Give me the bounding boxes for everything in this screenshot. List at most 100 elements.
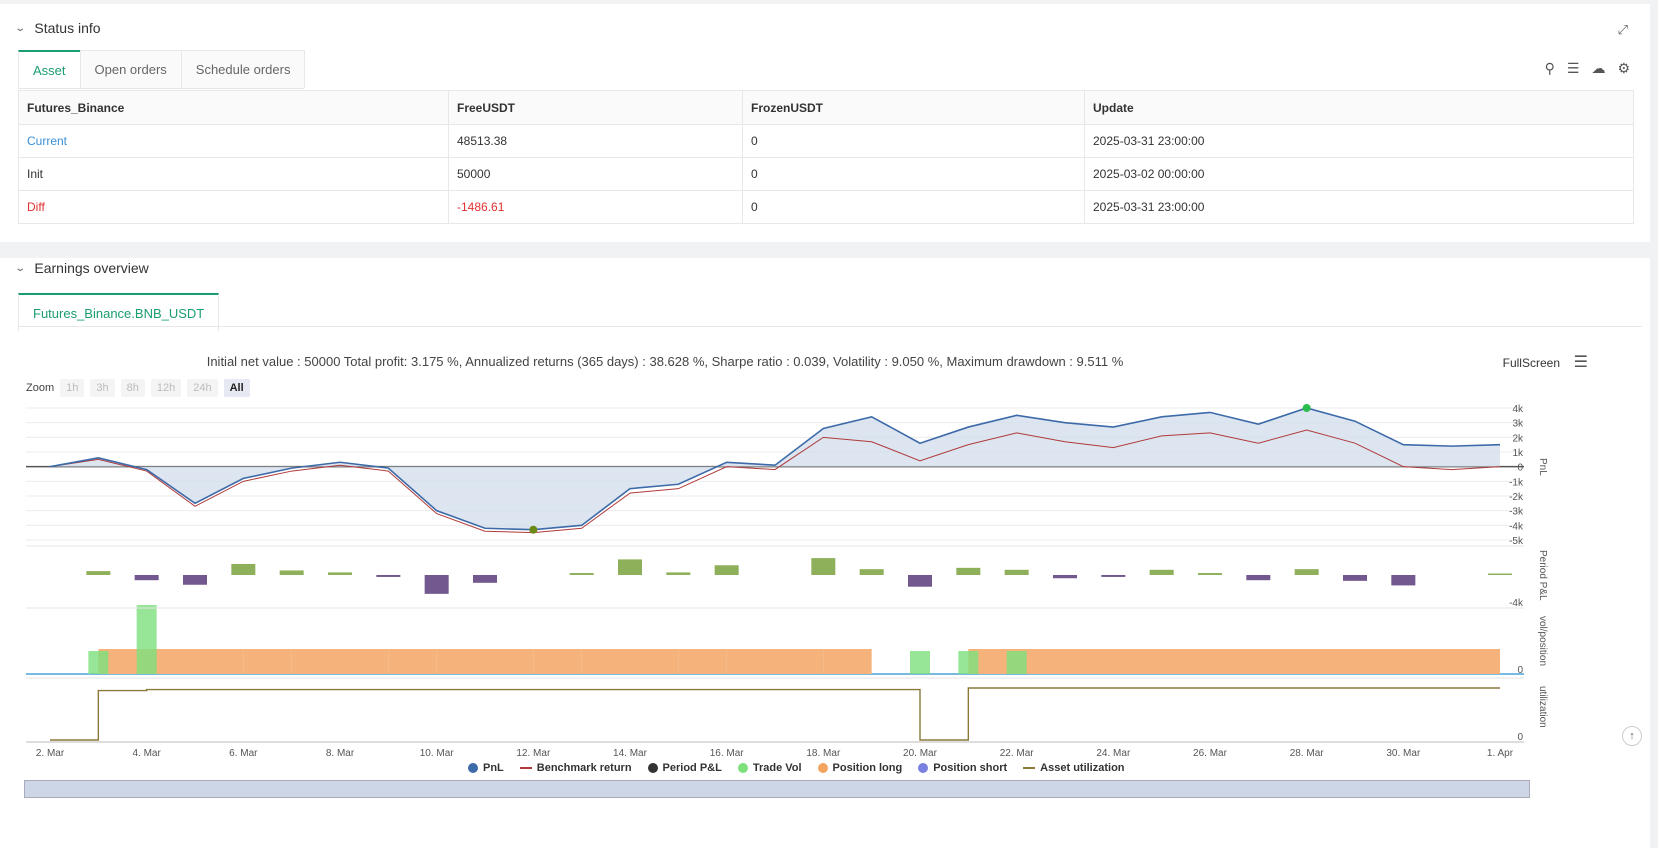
table-row: Current 48513.38 0 2025-03-31 23:00:00 — [18, 124, 1634, 158]
period-pnl-bar — [956, 567, 981, 575]
earnings-chart[interactable]: 4k 3k 2k 1k 0 -1k -2k -3k -4k -5k PnL -4k Period P&L… — [0, 398, 1650, 762]
col-freeusdt: FreeUSDT — [448, 90, 743, 125]
x-tick-label: 2. Mar — [36, 748, 65, 759]
x-tick-label: 20. Mar — [903, 748, 938, 759]
table-header-row: Futures_Binance FreeUSDT FrozenUSDT Upda… — [18, 90, 1634, 125]
position-long-bar — [485, 649, 534, 674]
x-tick-label: 22. Mar — [1000, 748, 1035, 759]
row-frozen: 0 — [742, 190, 1085, 224]
period-pnl-bar — [1101, 575, 1126, 577]
legend-marker — [1023, 767, 1036, 769]
row-update: 2025-03-02 00:00:00 — [1084, 157, 1634, 191]
position-long-bar — [983, 649, 1500, 674]
tab-open-orders[interactable]: Open orders — [79, 50, 182, 88]
col-frozenusdt: FrozenUSDT — [742, 90, 1085, 125]
position-long-bar — [340, 649, 389, 674]
period-pnl-bar — [618, 559, 642, 575]
fullscreen-button[interactable]: FullScreen — [1502, 356, 1560, 370]
row-free: 48513.38 — [448, 124, 743, 158]
legend-item[interactable]: Period P&L — [647, 762, 722, 774]
position-long-bar — [195, 649, 244, 674]
scroll-top-icon[interactable]: ↑ — [1622, 726, 1642, 746]
zoom-24h-button[interactable]: 24h — [187, 379, 218, 397]
period-pnl-bar — [376, 575, 401, 577]
legend-label: Position short — [933, 762, 1008, 774]
x-tick-label: 10. Mar — [420, 748, 455, 759]
period-pnl-bar — [569, 573, 594, 575]
position-long-bar — [436, 649, 485, 674]
status-panel: ⌄ Status info ⤢ Asset Open orders Schedu… — [0, 4, 1650, 242]
zoom-all-button[interactable]: All — [223, 379, 250, 397]
zoom-bar: Zoom 1h 3h 8h 12h 24h All — [26, 379, 250, 397]
period-pnl-bar — [1343, 575, 1367, 581]
zoom-3h-button[interactable]: 3h — [90, 379, 115, 397]
x-tick-label: 8. Mar — [326, 748, 355, 759]
table-toolbar: ⚲ ☰ ☁ ⚙ — [1545, 60, 1630, 77]
cloud-download-icon[interactable]: ☁ — [1591, 60, 1606, 76]
legend-marker — [519, 767, 532, 769]
period-pnl-bar — [1198, 573, 1222, 575]
legend-marker — [737, 763, 748, 773]
period-pnl-bar — [811, 558, 836, 575]
period-pnl-bar — [424, 575, 449, 594]
list-icon[interactable]: ☰ — [1566, 60, 1580, 76]
period-pnl-bar — [134, 575, 159, 581]
legend-label: PnL — [483, 762, 504, 774]
period-pnl-bar — [1246, 575, 1271, 581]
gear-icon[interactable]: ⚙ — [1617, 60, 1630, 76]
period-pnl-bar — [666, 572, 691, 575]
x-tick-label: 14. Mar — [613, 748, 648, 759]
utilization-line — [50, 687, 1500, 741]
search-icon[interactable]: ⚲ — [1544, 60, 1555, 76]
pnl-area — [50, 408, 1500, 530]
legend-label: Period P&L — [662, 762, 722, 774]
period-pnl-bar — [183, 575, 207, 585]
earnings-title[interactable]: ⌄ Earnings overview — [14, 260, 148, 276]
period-pnl-bar — [908, 575, 932, 587]
legend-item[interactable]: Benchmark return — [519, 762, 632, 774]
menu-icon[interactable]: ☰ — [1573, 354, 1588, 371]
pnl-tick-label: 4k — [1512, 404, 1524, 415]
panel-label-util: utilization — [1537, 686, 1548, 728]
chevron-down-icon[interactable]: ⌄ — [14, 262, 27, 274]
status-tabs: Asset Open orders Schedule orders — [18, 50, 306, 89]
earnings-panel: ⌄ Earnings overview Futures_Binance.BNB_… — [0, 258, 1650, 848]
zoom-1h-button[interactable]: 1h — [60, 379, 85, 397]
period-pnl-bar — [714, 565, 739, 575]
x-tick-label: 18. Mar — [806, 748, 841, 759]
tab-schedule-orders[interactable]: Schedule orders — [180, 50, 306, 88]
period-pnl-bar — [1149, 569, 1174, 575]
x-tick-label: 26. Mar — [1193, 748, 1228, 759]
chart-navigator[interactable] — [24, 780, 1530, 798]
position-long-bar — [581, 649, 630, 674]
status-title-text: Status info — [34, 20, 101, 36]
period-pnl-bar — [86, 571, 111, 575]
expand-icon[interactable]: ⤢ — [1617, 22, 1628, 37]
trade-vol-bar — [910, 651, 930, 674]
position-long-bar — [678, 649, 727, 674]
zoom-label: Zoom — [26, 382, 55, 394]
legend-label: Trade Vol — [752, 762, 802, 774]
period-pnl-bar — [1391, 575, 1416, 586]
period-pnl-bar — [328, 572, 352, 575]
legend-item[interactable]: Trade Vol — [737, 762, 802, 774]
x-tick-label: 4. Mar — [132, 748, 161, 759]
x-tick-label: 1. Apr — [1487, 748, 1514, 759]
tab-asset[interactable]: Asset — [18, 50, 81, 88]
legend-item[interactable]: Position short — [918, 762, 1007, 774]
row-frozen: 0 — [742, 124, 1085, 158]
period-pnl-bar — [859, 569, 884, 575]
legend-item[interactable]: Position long — [817, 762, 902, 774]
trade-vol-bar — [88, 651, 109, 674]
period-pnl-bar — [1488, 573, 1512, 575]
zoom-12h-button[interactable]: 12h — [150, 379, 182, 397]
chevron-down-icon[interactable]: ⌄ — [14, 22, 27, 34]
status-title[interactable]: ⌄ Status info — [14, 20, 101, 36]
legend-item[interactable]: PnL — [468, 762, 504, 774]
period-pnl-bar — [279, 570, 304, 575]
tab-futures-binance-bnb-usdt[interactable]: Futures_Binance.BNB_USDT — [18, 293, 220, 331]
period-pnl-bar — [1004, 569, 1029, 575]
asset-table: Futures_Binance FreeUSDT FrozenUSDT Upda… — [18, 90, 1634, 224]
zoom-8h-button[interactable]: 8h — [120, 379, 145, 397]
legend-item[interactable]: Asset utilization — [1023, 762, 1125, 774]
